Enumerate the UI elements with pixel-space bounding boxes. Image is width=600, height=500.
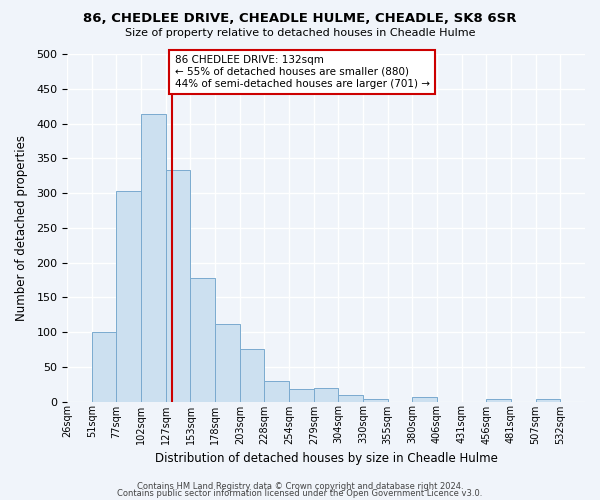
Text: Size of property relative to detached houses in Cheadle Hulme: Size of property relative to detached ho… <box>125 28 475 38</box>
Bar <box>314 388 338 402</box>
Text: 86, CHEDLEE DRIVE, CHEADLE HULME, CHEADLE, SK8 6SR: 86, CHEDLEE DRIVE, CHEADLE HULME, CHEADL… <box>83 12 517 26</box>
Bar <box>240 348 265 402</box>
X-axis label: Distribution of detached houses by size in Cheadle Hulme: Distribution of detached houses by size … <box>155 452 497 465</box>
Bar <box>141 114 166 402</box>
Bar <box>166 170 190 402</box>
Bar <box>487 398 511 402</box>
Bar <box>190 278 215 402</box>
Bar <box>289 389 314 402</box>
Bar <box>412 396 437 402</box>
Y-axis label: Number of detached properties: Number of detached properties <box>15 135 28 321</box>
Text: Contains public sector information licensed under the Open Government Licence v3: Contains public sector information licen… <box>118 490 482 498</box>
Bar <box>363 398 388 402</box>
Bar <box>536 398 560 402</box>
Bar <box>116 191 141 402</box>
Text: Contains HM Land Registry data © Crown copyright and database right 2024.: Contains HM Land Registry data © Crown c… <box>137 482 463 491</box>
Text: 86 CHEDLEE DRIVE: 132sqm
← 55% of detached houses are smaller (880)
44% of semi-: 86 CHEDLEE DRIVE: 132sqm ← 55% of detach… <box>175 56 430 88</box>
Bar <box>215 324 240 402</box>
Bar <box>338 394 363 402</box>
Bar <box>265 380 289 402</box>
Bar <box>92 332 116 402</box>
